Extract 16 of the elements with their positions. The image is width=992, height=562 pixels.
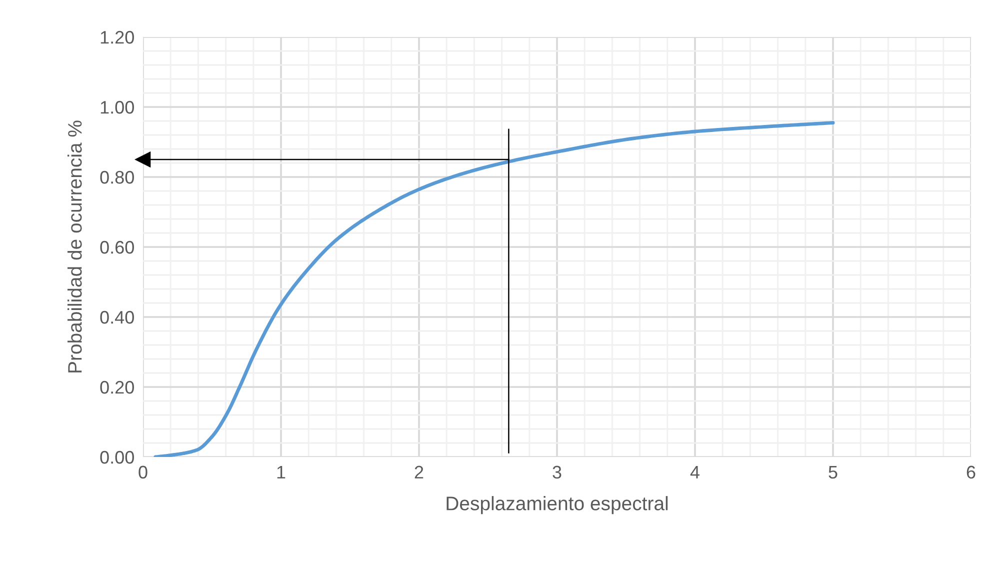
x-tick-label: 5 — [828, 466, 838, 479]
y-axis-title: Probabilidad de ocurrencia % — [68, 120, 82, 372]
x-tick-label: 2 — [414, 466, 424, 478]
y-tick-label: 0.20 — [100, 380, 134, 394]
x-tick-label: 6 — [966, 466, 976, 479]
y-tick-label: 1.00 — [100, 100, 134, 114]
x-tick-label: 1 — [277, 466, 286, 478]
y-tick-label: 1.20 — [100, 30, 134, 44]
x-tick-label: 4 — [690, 466, 700, 478]
x-tick-label: 3 — [552, 466, 562, 479]
y-tick-label: 0.40 — [100, 310, 134, 324]
y-tick-label: 0.00 — [100, 450, 134, 464]
y-tick-label: 0.60 — [100, 240, 134, 254]
y-tick-label: 0.80 — [100, 170, 134, 184]
x-tick-label: 0 — [138, 466, 148, 479]
x-axis-title: Desplazamiento espectral — [446, 496, 668, 514]
